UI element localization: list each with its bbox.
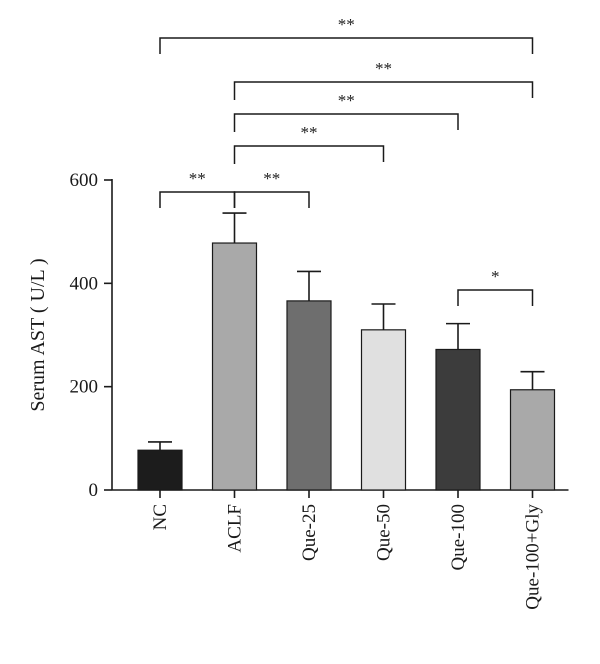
- x-tick-label: Que-100+Gly: [523, 504, 544, 610]
- bar-NC: [137, 449, 183, 491]
- significance-bracket: [457, 289, 534, 306]
- x-tick-label: Que-25: [299, 504, 320, 561]
- bar-Que-100+Gly: [509, 389, 556, 491]
- x-tick-label: NC: [150, 504, 171, 530]
- significance-label: **: [375, 59, 392, 78]
- significance-label: *: [491, 267, 500, 286]
- y-tick-label: 600: [70, 170, 99, 191]
- significance-bracket: [159, 37, 534, 54]
- significance-bracket: [233, 191, 310, 208]
- bar-Que-100: [435, 348, 481, 491]
- significance-label: **: [338, 15, 355, 34]
- significance-label: **: [189, 169, 206, 188]
- significance-bracket: [233, 145, 385, 164]
- bar-ACLF: [211, 242, 258, 491]
- significance-bracket: [233, 113, 459, 132]
- significance-label: **: [263, 169, 280, 188]
- y-tick-label: 200: [70, 377, 99, 398]
- y-tick-label: 400: [70, 273, 99, 294]
- significance-bracket: [159, 191, 236, 208]
- x-tick-label: Que-100: [448, 504, 469, 570]
- y-axis-label: Serum AST ( U/L ): [27, 258, 49, 411]
- significance-label: **: [338, 91, 355, 110]
- significance-bracket: [233, 81, 534, 100]
- x-tick-label: Que-50: [374, 504, 395, 561]
- y-tick-label: 0: [89, 480, 99, 501]
- bar-Que-50: [360, 329, 407, 491]
- x-tick-label: ACLF: [225, 504, 246, 553]
- bar-Que-25: [286, 300, 332, 491]
- significance-label: **: [301, 123, 318, 142]
